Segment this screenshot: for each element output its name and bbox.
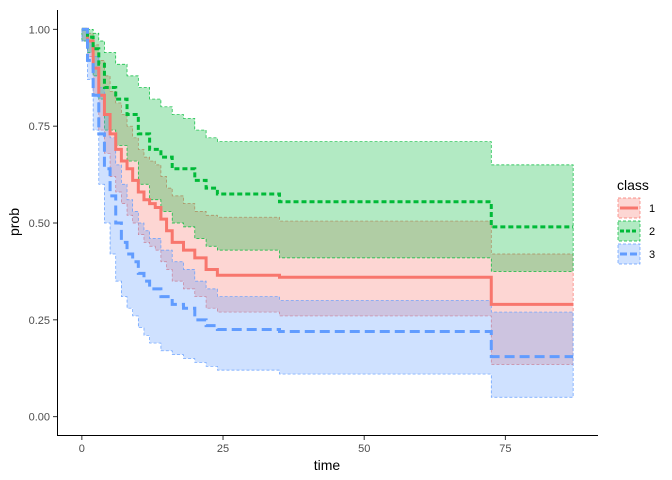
survival-curves: [81, 27, 574, 359]
x-tick-label: 50: [358, 443, 370, 455]
curve-class-1: [81, 27, 574, 306]
legend-title: class: [617, 177, 649, 193]
y-tick-label: 0.25: [29, 315, 50, 327]
legend-label-2: 2: [649, 226, 655, 238]
x-ticks: 0 25 50 75: [79, 436, 512, 455]
legend-label-3: 3: [649, 249, 655, 261]
y-tick-label: 0.75: [29, 121, 50, 133]
y-ticks: 0.00 0.25 0.50 0.75 1.00: [29, 24, 57, 424]
confidence-ribbons: [81, 29, 574, 398]
curve-class-2: [81, 27, 574, 229]
y-tick-label: 0.50: [29, 218, 50, 230]
axes: 0 25 50 75 0.00 0.25 0.50 0.75 1.00: [29, 10, 598, 455]
curve-class-3: [81, 27, 574, 359]
legend-key-box-3: [617, 243, 641, 265]
legend: class 1 2 3: [617, 177, 655, 265]
y-tick-label: 0.00: [29, 412, 50, 424]
ribbon-class-2: [81, 29, 574, 272]
legend-keys: 1 2 3: [617, 197, 655, 265]
x-tick-label: 0: [79, 443, 85, 455]
y-axis-title: prob: [6, 208, 22, 236]
legend-label-1: 1: [649, 203, 655, 215]
ribbon-class-3: [81, 29, 574, 398]
x-axis-title: time: [314, 457, 341, 473]
y-tick-label: 1.00: [29, 24, 50, 36]
x-tick-label: 75: [499, 443, 511, 455]
x-tick-label: 25: [217, 443, 229, 455]
